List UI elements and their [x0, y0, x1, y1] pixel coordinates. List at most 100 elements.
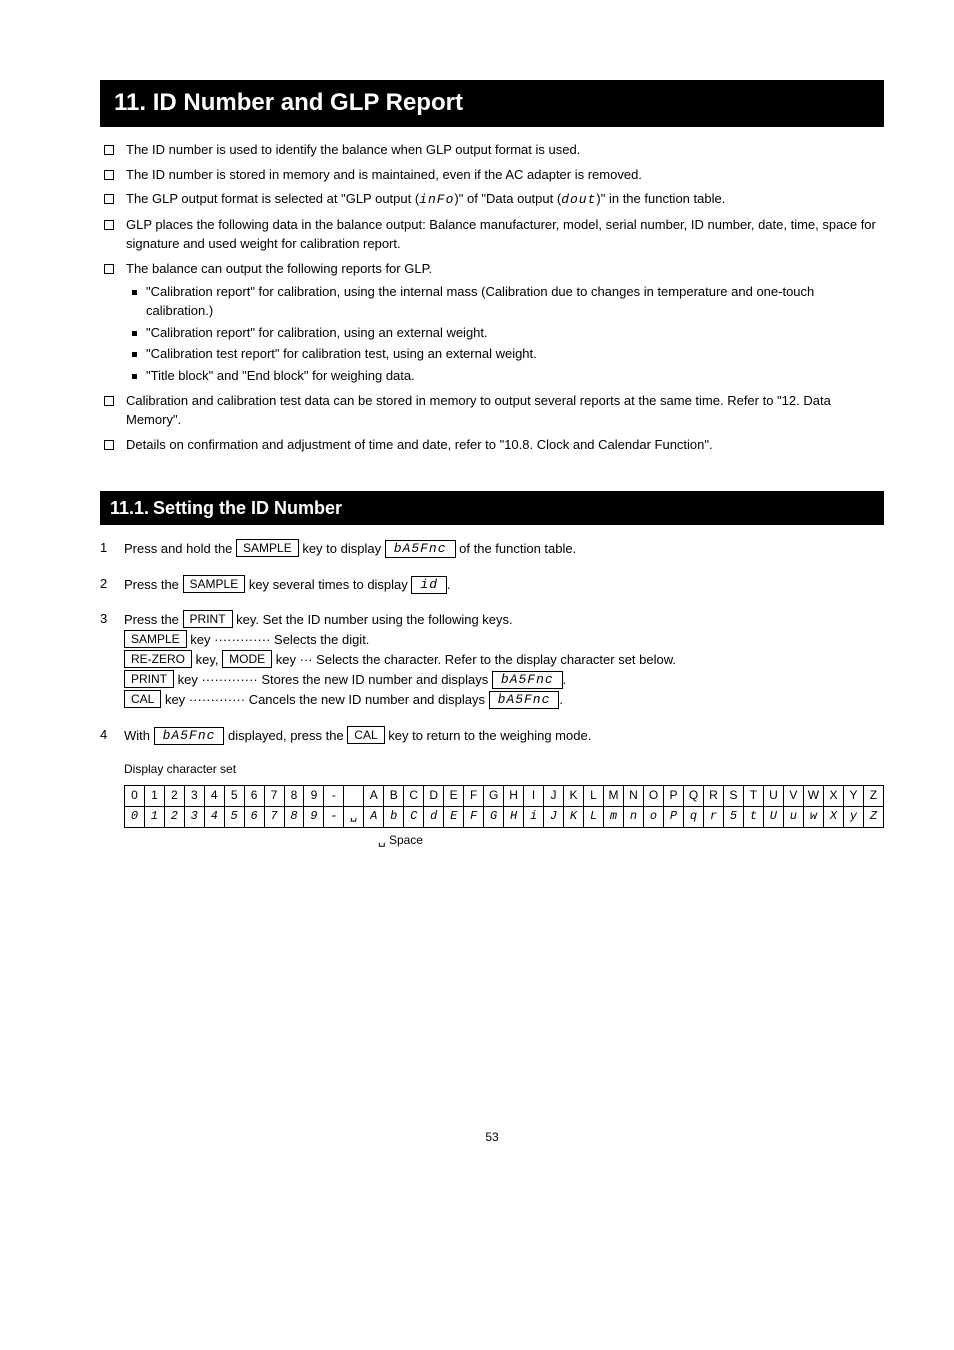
- char-cell: U: [763, 785, 783, 806]
- char-cell-seg: 8: [284, 806, 304, 827]
- char-cell-seg: 5: [224, 806, 244, 827]
- char-cell-seg: d: [424, 806, 444, 827]
- char-cell-seg: t: [743, 806, 763, 827]
- display-box: bA5Fnc: [385, 540, 456, 558]
- section-heading: 11.1.Setting the ID Number: [100, 491, 884, 525]
- char-cell-seg: H: [504, 806, 524, 827]
- key-label: CAL: [347, 726, 384, 744]
- bullet-item: Details on confirmation and adjustment o…: [100, 436, 884, 455]
- page-number: 53: [100, 1129, 884, 1146]
- char-cell: W: [803, 785, 823, 806]
- char-cell: T: [743, 785, 763, 806]
- char-cell-seg: U: [763, 806, 783, 827]
- char-cell-seg: b: [384, 806, 404, 827]
- char-cell: N: [623, 785, 643, 806]
- char-cell: Z: [863, 785, 883, 806]
- char-cell: [344, 785, 364, 806]
- char-cell: 2: [164, 785, 184, 806]
- char-cell: 9: [304, 785, 324, 806]
- char-cell: 6: [244, 785, 264, 806]
- char-cell-seg: X: [824, 806, 844, 827]
- section-title: Setting the ID Number: [153, 498, 342, 518]
- char-cell: P: [664, 785, 684, 806]
- step-item: Press the PRINT key. Set the ID number u…: [100, 610, 884, 709]
- char-cell-seg: 4: [204, 806, 224, 827]
- char-cell: 5: [224, 785, 244, 806]
- char-table-label: Display character set: [124, 761, 884, 778]
- char-cell: R: [704, 785, 724, 806]
- display-character-table: 0123456789-ABCDEFGHIJKLMNOPQRSTUVWXYZ 01…: [124, 785, 884, 828]
- char-cell-seg: 1: [144, 806, 164, 827]
- char-cell-seg: m: [603, 806, 623, 827]
- char-cell-seg: i: [524, 806, 544, 827]
- segment-text: dout: [561, 192, 596, 207]
- key-label: MODE: [222, 650, 272, 668]
- char-cell: 1: [144, 785, 164, 806]
- char-cell: -: [324, 785, 344, 806]
- bullet-item: GLP places the following data in the bal…: [100, 216, 884, 254]
- char-cell-seg: 6: [244, 806, 264, 827]
- char-cell-seg: Z: [863, 806, 883, 827]
- bullet-item: The ID number is used to identify the ba…: [100, 141, 884, 160]
- char-cell: A: [364, 785, 384, 806]
- char-cell-seg: 9: [304, 806, 324, 827]
- bullet-item: The ID number is stored in memory and is…: [100, 166, 884, 185]
- intro-bullet-list: The ID number is used to identify the ba…: [100, 141, 884, 455]
- char-cell-seg: y: [843, 806, 863, 827]
- procedure-steps: Press and hold the SAMPLE key to display…: [100, 539, 884, 746]
- sub-bullet-list: "Calibration report" for calibration, us…: [126, 283, 884, 386]
- key-label: SAMPLE: [124, 630, 187, 648]
- char-cell-seg: r: [704, 806, 724, 827]
- section-number: 11.1.: [110, 498, 149, 518]
- display-box: bA5Fnc: [489, 691, 560, 709]
- sub-bullet-item: "Calibration report" for calibration, us…: [126, 283, 884, 321]
- char-cell-seg: E: [444, 806, 464, 827]
- char-cell-seg: A: [364, 806, 384, 827]
- key-label: PRINT: [124, 670, 174, 688]
- char-cell-seg: ␣: [344, 806, 364, 827]
- char-cell: B: [384, 785, 404, 806]
- char-cell-seg: C: [404, 806, 424, 827]
- key-label: PRINT: [183, 610, 233, 628]
- display-box: bA5Fnc: [492, 671, 563, 689]
- char-cell: C: [404, 785, 424, 806]
- char-cell-seg: J: [544, 806, 564, 827]
- char-cell-seg: 0: [125, 806, 145, 827]
- char-cell: O: [643, 785, 663, 806]
- char-cell: L: [583, 785, 603, 806]
- bullet-item: Calibration and calibration test data ca…: [100, 392, 884, 430]
- char-cell: H: [504, 785, 524, 806]
- display-box: id: [411, 576, 447, 594]
- char-cell: S: [724, 785, 744, 806]
- char-cell: Q: [683, 785, 703, 806]
- char-cell-seg: n: [623, 806, 643, 827]
- char-cell: K: [564, 785, 584, 806]
- char-cell-seg: q: [683, 806, 703, 827]
- char-cell-seg: K: [564, 806, 584, 827]
- step-item: Press the SAMPLE key several times to di…: [100, 575, 884, 595]
- bullet-item: The GLP output format is selected at "GL…: [100, 190, 884, 210]
- key-label: SAMPLE: [183, 575, 246, 593]
- step-item: Press and hold the SAMPLE key to display…: [100, 539, 884, 559]
- char-cell-seg: o: [643, 806, 663, 827]
- sub-bullet-item: "Calibration test report" for calibratio…: [126, 345, 884, 364]
- char-cell-seg: F: [464, 806, 484, 827]
- char-cell: Y: [843, 785, 863, 806]
- char-cell: 7: [264, 785, 284, 806]
- char-cell: V: [783, 785, 803, 806]
- char-cell-seg: P: [664, 806, 684, 827]
- segment-text: inFo: [419, 192, 454, 207]
- sub-bullet-item: "Title block" and "End block" for weighi…: [126, 367, 884, 386]
- char-cell: E: [444, 785, 464, 806]
- char-cell-seg: 3: [184, 806, 204, 827]
- char-cell: F: [464, 785, 484, 806]
- char-cell-seg: G: [484, 806, 504, 827]
- display-box: bA5Fnc: [154, 727, 225, 745]
- char-cell: M: [603, 785, 623, 806]
- char-cell-seg: 7: [264, 806, 284, 827]
- space-note: ␣ Space: [378, 832, 884, 849]
- char-cell: 0: [125, 785, 145, 806]
- key-label: SAMPLE: [236, 539, 299, 557]
- char-cell: X: [824, 785, 844, 806]
- char-cell-seg: u: [783, 806, 803, 827]
